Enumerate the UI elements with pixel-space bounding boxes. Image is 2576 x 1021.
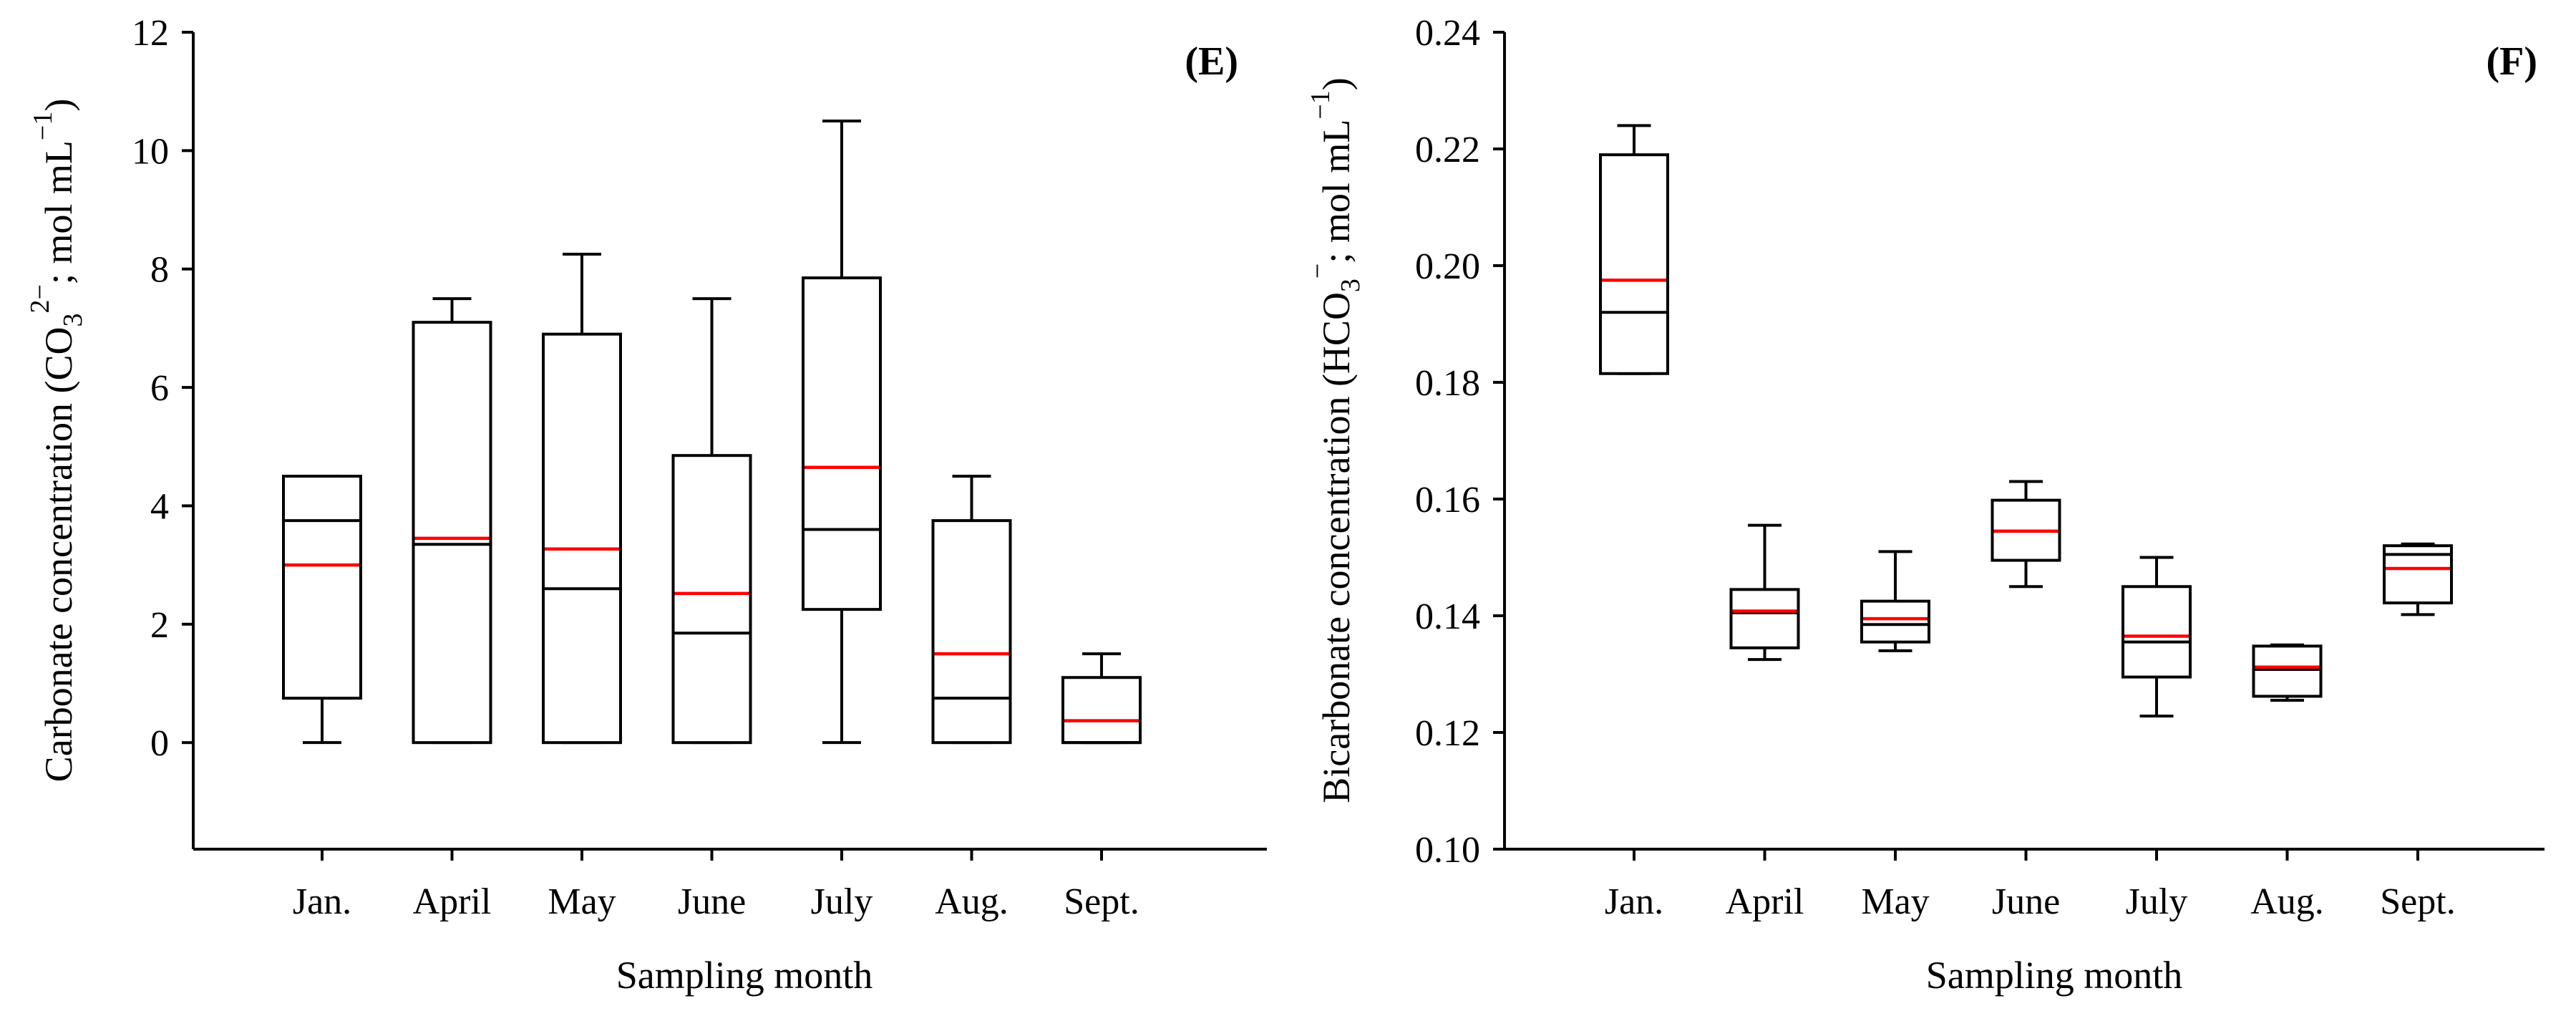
x-tick-label: June: [678, 881, 746, 922]
y-tick-label: 0.12: [1415, 713, 1480, 754]
y-tick-label: 0.10: [1415, 830, 1480, 871]
y-title-pre: Carbonate concentration (CO: [37, 327, 80, 783]
y-ticks: 0 2 4 6 8 10 12: [132, 13, 193, 764]
iqr-box: [2252, 644, 2323, 698]
y-tick-label: 2: [150, 605, 169, 646]
x-tick-label: July: [811, 881, 873, 922]
x-axis-title: Sampling month: [1926, 954, 2183, 997]
y-tick-label: 10: [132, 131, 169, 172]
box-2: [412, 297, 492, 745]
y-title-close: ): [37, 99, 80, 112]
y-tick-label: 0.24: [1415, 13, 1480, 54]
box-7: [1061, 652, 1142, 745]
x-ticks: Jan. April May June July Aug. Sept.: [293, 849, 1139, 922]
y-tick-label: 0.16: [1415, 480, 1480, 521]
y-title-sub: 3: [1336, 279, 1366, 292]
box-3: [1860, 550, 1930, 652]
y-tick-label: 0: [150, 723, 169, 764]
panel-f: 0.10 0.12 0.14 0.16 0.18 0.20 0.22 0.24 Jan. Apr…: [1303, 13, 2545, 997]
box-3: [542, 253, 622, 745]
x-tick-label: April: [1726, 881, 1804, 922]
x-tick-label: Sept.: [2380, 881, 2455, 922]
iqr-box: [1061, 676, 1142, 745]
panel-label: (F): [2486, 39, 2537, 84]
box-5: [2121, 556, 2192, 718]
y-tick-label: 0.20: [1415, 246, 1480, 287]
iqr-box: [1729, 588, 1800, 649]
x-tick-label: May: [548, 881, 616, 922]
y-tick-label: 4: [150, 486, 169, 527]
x-tick-label: May: [1861, 881, 1929, 922]
box-4: [1991, 480, 2061, 589]
y-title-close: ): [1315, 77, 1358, 90]
panel-label: (E): [1185, 39, 1238, 84]
y-ticks: 0.10 0.12 0.14 0.16 0.18 0.20 0.22 0.24: [1415, 13, 1505, 871]
iqr-box: [671, 454, 752, 745]
y-tick-label: 0.14: [1415, 596, 1480, 637]
iqr-box: [2121, 585, 2192, 679]
x-axis-title: Sampling month: [616, 954, 873, 997]
y-tick-label: 8: [150, 250, 169, 291]
x-tick-label: Aug.: [2250, 881, 2324, 922]
y-title-post: ; mol mL: [37, 140, 80, 284]
x-ticks: Jan. April May June July Aug. Sept.: [1605, 849, 2456, 922]
iqr-box: [412, 321, 492, 745]
iqr-box: [1860, 599, 1930, 644]
box-1: [282, 475, 362, 745]
box-6: [2252, 643, 2323, 702]
y-title-post: ; mol mL: [1315, 120, 1358, 263]
y-title-unit-sup: −1: [28, 112, 58, 140]
iqr-box: [542, 332, 622, 745]
x-tick-label: Jan.: [1605, 881, 1663, 922]
box-7: [2383, 542, 2453, 616]
x-tick-label: Jan.: [293, 881, 351, 922]
y-title-unit-sup: −1: [1306, 90, 1336, 119]
y-title-sub: 3: [58, 314, 88, 327]
box-6: [931, 475, 1012, 745]
x-tick-label: April: [413, 881, 492, 922]
box-5: [802, 120, 882, 745]
box-2: [1729, 523, 1800, 662]
y-title-sup: 2−: [25, 284, 55, 313]
x-tick-label: June: [1992, 881, 2060, 922]
box-1: [1599, 124, 1669, 375]
iqr-box: [1599, 153, 1669, 375]
boxes: [282, 120, 1142, 745]
x-tick-label: Sept.: [1064, 881, 1139, 922]
y-axis-title: Carbonate concentration (CO32−; mol mL−1…: [25, 99, 88, 783]
y-tick-label: 0.22: [1415, 130, 1480, 170]
iqr-box: [931, 519, 1012, 745]
iqr-box: [282, 475, 362, 700]
y-tick-label: 0.18: [1415, 363, 1480, 404]
x-tick-label: July: [2126, 881, 2188, 922]
y-title-sup: −: [1303, 263, 1333, 279]
y-tick-label: 12: [132, 13, 169, 54]
y-tick-label: 6: [150, 368, 169, 409]
box-4: [671, 297, 752, 745]
boxes: [1599, 124, 2453, 718]
y-title-pre: Bicarbonate concentration (HCO: [1315, 292, 1358, 803]
iqr-box: [802, 276, 882, 611]
y-axis-title: Bicarbonate concentration (HCO3−; mol mL…: [1303, 77, 1366, 803]
x-tick-label: Aug.: [935, 881, 1008, 922]
